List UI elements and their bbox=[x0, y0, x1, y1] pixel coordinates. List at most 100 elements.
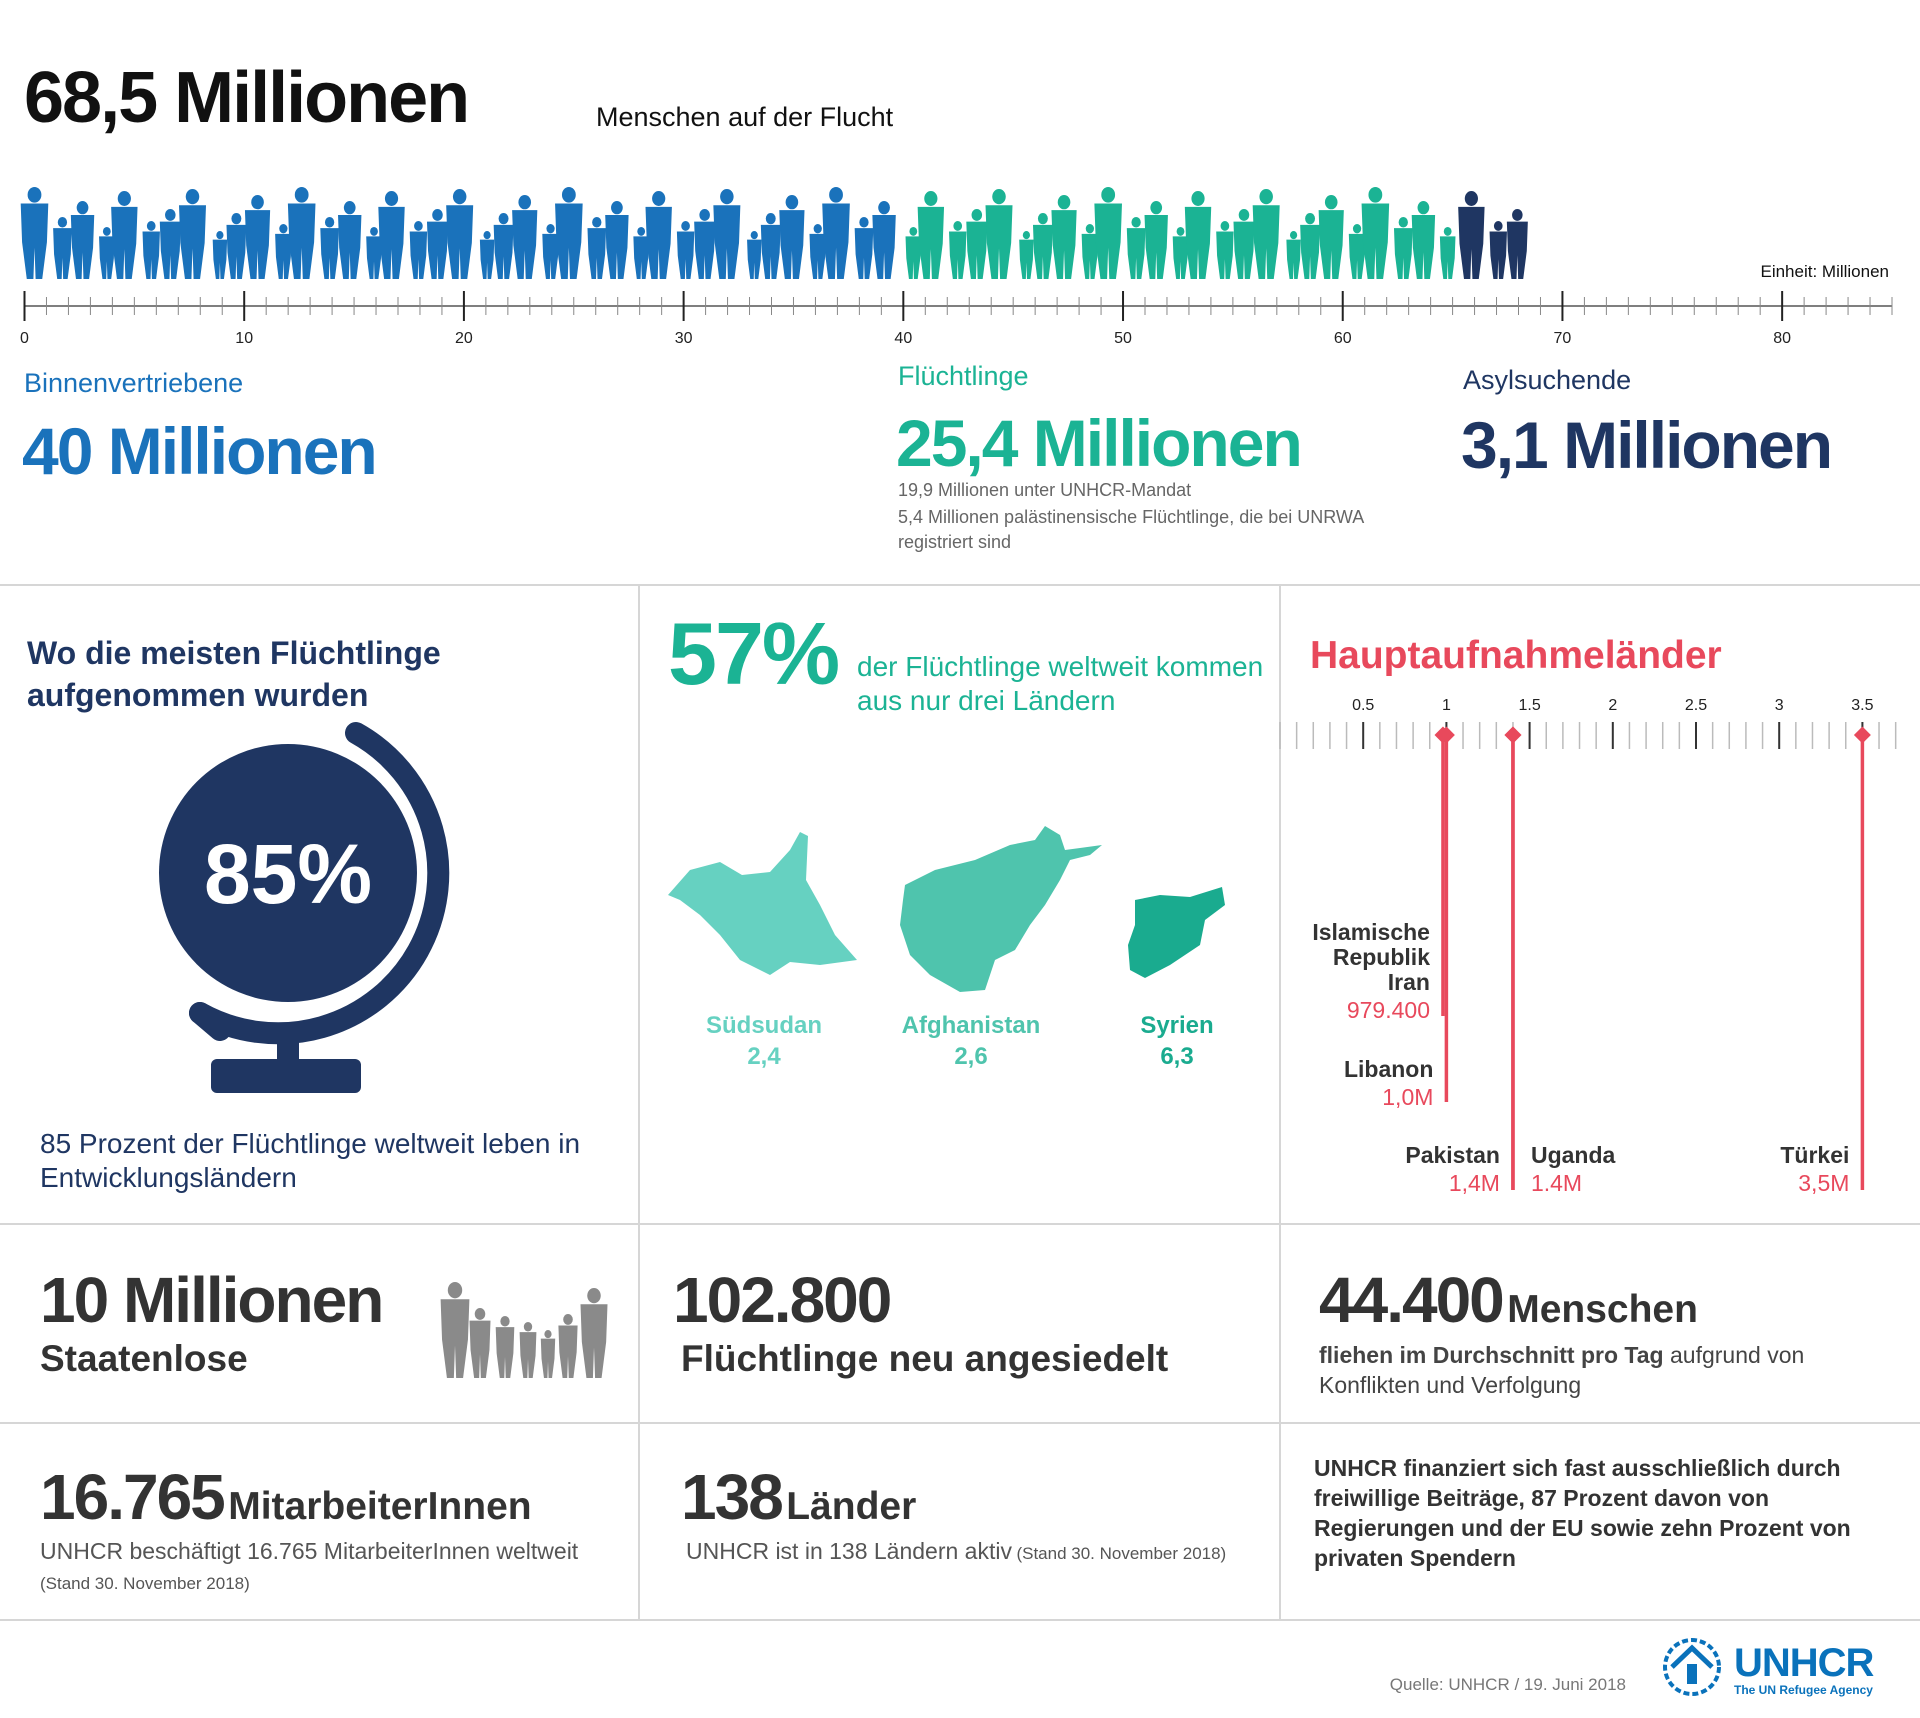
people-segment bbox=[20, 187, 896, 279]
person-body bbox=[409, 231, 428, 279]
person-body bbox=[540, 1338, 556, 1378]
person-body bbox=[1094, 203, 1122, 279]
stat-value: 16.765 bbox=[40, 1461, 226, 1533]
stat-value: 102.800 bbox=[673, 1264, 892, 1336]
host-marker bbox=[1853, 726, 1871, 744]
host-name: Türkei bbox=[1780, 1142, 1850, 1168]
x-tick-label: 2.5 bbox=[1685, 697, 1707, 714]
person-head bbox=[384, 191, 399, 206]
person-body bbox=[1300, 224, 1320, 279]
x-tick-label: 1.5 bbox=[1518, 697, 1540, 714]
x-tick-label: 20 bbox=[455, 330, 473, 347]
person-body bbox=[966, 221, 988, 279]
globe-percent: 85% bbox=[203, 827, 373, 921]
host-value: 3,5M bbox=[1798, 1170, 1850, 1196]
person-body bbox=[495, 1327, 515, 1378]
person-head bbox=[813, 224, 822, 234]
person-head bbox=[681, 221, 690, 231]
person-body bbox=[512, 210, 538, 279]
globe-bracket bbox=[189, 1002, 231, 1041]
stat-text-bold: fliehen im Durchschnitt pro Tag bbox=[1319, 1342, 1664, 1368]
person-body bbox=[366, 236, 382, 279]
person-body bbox=[605, 215, 629, 279]
person-head bbox=[343, 201, 356, 215]
person-body bbox=[1126, 228, 1146, 279]
globe bbox=[159, 744, 417, 1002]
logo-subtext: The UN Refugee Agency bbox=[1734, 1683, 1873, 1697]
stat-text: UNHCR ist in 138 Ländern aktiv bbox=[686, 1538, 1012, 1564]
person-body bbox=[99, 236, 115, 279]
person-head bbox=[750, 231, 758, 240]
person-body bbox=[713, 205, 741, 279]
person-head bbox=[1101, 187, 1116, 203]
person-head bbox=[611, 201, 623, 215]
person-body bbox=[1032, 224, 1053, 279]
person-head bbox=[1443, 227, 1452, 236]
person-head bbox=[498, 213, 509, 225]
person-body bbox=[426, 221, 448, 279]
person-head bbox=[27, 187, 42, 203]
person-head bbox=[1259, 189, 1273, 205]
person-head bbox=[878, 201, 890, 215]
person-head bbox=[279, 224, 288, 234]
people-segment bbox=[905, 187, 1456, 279]
country-value: 6,3 bbox=[1160, 1043, 1193, 1070]
country-name: Südsudan bbox=[706, 1012, 822, 1039]
person-head bbox=[1305, 213, 1316, 225]
person-head bbox=[992, 189, 1006, 205]
person-head bbox=[1238, 209, 1250, 221]
person-head bbox=[76, 201, 89, 215]
stat-label: Flüchtlinge neu angesiedelt bbox=[681, 1338, 1169, 1379]
segment-name: Binnenvertriebene bbox=[24, 368, 244, 398]
person-head bbox=[1464, 191, 1478, 206]
stat-unit: MitarbeiterInnen bbox=[228, 1485, 532, 1528]
person-body bbox=[580, 1304, 608, 1378]
people-segment bbox=[1458, 191, 1528, 279]
person-head bbox=[859, 217, 869, 228]
person-body bbox=[1051, 210, 1077, 279]
person-head bbox=[1037, 213, 1048, 225]
unit-label: Einheit: Millionen bbox=[1760, 262, 1889, 281]
person-body bbox=[479, 239, 495, 279]
person-head bbox=[1150, 201, 1163, 215]
logo-text: UNHCR bbox=[1734, 1641, 1874, 1685]
person-body bbox=[558, 1325, 578, 1378]
stat-line: 138 Länder bbox=[681, 1465, 916, 1529]
person-head bbox=[324, 217, 335, 228]
person-body bbox=[760, 224, 781, 279]
x-tick-label: 50 bbox=[1114, 330, 1132, 347]
stat-label: Staatenlose bbox=[40, 1338, 248, 1379]
person-body bbox=[633, 236, 649, 279]
person-head bbox=[1191, 191, 1205, 206]
person-body bbox=[1144, 215, 1168, 279]
segment-name: Asylsuchende bbox=[1463, 365, 1632, 395]
person-body bbox=[111, 206, 138, 279]
source: Quelle: UNHCR / 19. Juni 2018 bbox=[1389, 1675, 1626, 1694]
origins-percent: 57% bbox=[668, 604, 840, 703]
person-body bbox=[694, 221, 716, 279]
person-head bbox=[1352, 224, 1362, 234]
person-body bbox=[1361, 203, 1390, 279]
segment-label: 40 Millionen bbox=[22, 414, 378, 488]
stat-line: 16.765 MitarbeiterInnen bbox=[40, 1465, 532, 1529]
person-body bbox=[1439, 236, 1456, 279]
person-body bbox=[542, 233, 559, 279]
person-head bbox=[1324, 195, 1338, 210]
person-body bbox=[1081, 233, 1099, 279]
person-head bbox=[652, 191, 666, 206]
x-tick-label: 10 bbox=[235, 330, 253, 347]
person-head bbox=[699, 209, 710, 221]
stat-text-line: UNHCR ist in 138 Ländern aktiv (Stand 30… bbox=[686, 1540, 1226, 1563]
person-head bbox=[1057, 195, 1071, 210]
host-value: 1,4M bbox=[1448, 1170, 1500, 1196]
person-head bbox=[432, 209, 443, 221]
person-body bbox=[519, 1332, 537, 1378]
person-body bbox=[587, 228, 607, 279]
person-head bbox=[370, 227, 378, 236]
person-head bbox=[765, 213, 776, 225]
person-body bbox=[378, 206, 405, 279]
x-tick-label: 40 bbox=[894, 330, 912, 347]
x-tick-label: 3 bbox=[1775, 697, 1784, 714]
person-body bbox=[179, 205, 206, 279]
globe-ring bbox=[189, 722, 450, 1045]
